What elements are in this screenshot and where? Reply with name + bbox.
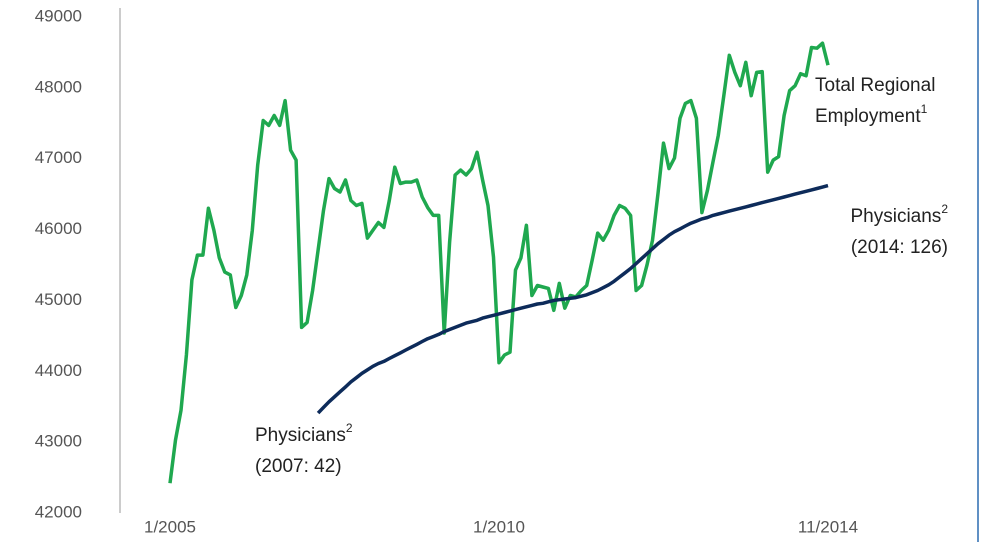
annotation: Physicians2 (255, 421, 353, 446)
annotation: Physicians2 (850, 202, 948, 227)
annotation: Employment1 (815, 102, 928, 127)
y-tick-label: 45000 (35, 290, 82, 309)
annotation-text: (2007: 42) (255, 456, 342, 477)
annotation-text: Physicians (255, 425, 346, 446)
series-line (168, 41, 830, 484)
x-tick-label: 11/2014 (798, 517, 858, 536)
annotation-text: Physicians (850, 206, 941, 227)
annotation-superscript: 1 (921, 102, 928, 116)
annotation-text: (2014: 126) (851, 237, 948, 258)
y-tick-label: 42000 (35, 502, 82, 521)
annotation: (2014: 126) (851, 237, 948, 258)
annotation-superscript: 2 (346, 421, 353, 435)
y-tick-label: 44000 (35, 361, 82, 380)
annotation-text: Total Regional (815, 75, 935, 96)
annotation: Total Regional (815, 75, 935, 96)
annotation: (2007: 42) (255, 456, 342, 477)
series-line (316, 183, 829, 415)
x-tick-label: 1/2010 (473, 517, 525, 536)
y-tick-label: 49000 (35, 6, 82, 25)
annotation-superscript: 2 (941, 202, 948, 216)
y-tick-label: 47000 (35, 148, 82, 167)
annotation-text: Employment (815, 106, 921, 127)
y-tick-label: 48000 (35, 77, 82, 96)
y-tick-label: 43000 (35, 432, 82, 451)
y-tick-label: 46000 (35, 219, 82, 238)
x-tick-label: 1/2005 (144, 517, 196, 536)
